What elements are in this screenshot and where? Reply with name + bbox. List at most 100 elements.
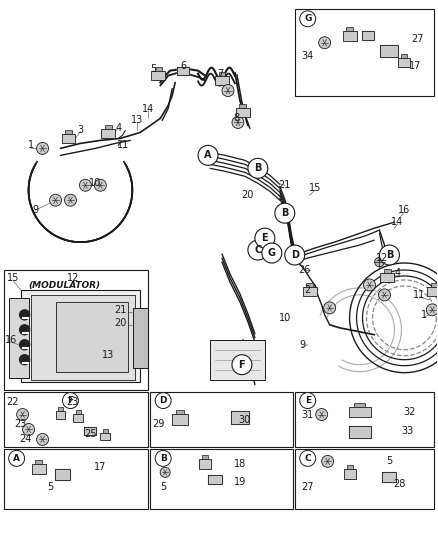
Text: 19: 19: [234, 478, 246, 487]
Text: 4: 4: [115, 124, 121, 133]
Text: 21: 21: [279, 180, 291, 190]
Text: 10: 10: [279, 313, 291, 323]
Bar: [343, 31, 357, 41]
Bar: [384, 270, 391, 273]
Text: 4: 4: [394, 268, 400, 278]
Text: 9: 9: [32, 205, 39, 215]
Bar: [295, 9, 434, 95]
Text: 22: 22: [7, 397, 19, 407]
Circle shape: [222, 85, 234, 96]
Polygon shape: [361, 31, 374, 40]
Circle shape: [9, 450, 25, 466]
Bar: [215, 76, 229, 85]
Bar: [381, 273, 395, 282]
Circle shape: [316, 409, 328, 421]
Circle shape: [79, 179, 92, 191]
Text: 14: 14: [142, 103, 154, 114]
Text: 17: 17: [94, 462, 106, 472]
Text: 17: 17: [409, 61, 421, 71]
Text: D: D: [291, 250, 299, 260]
Circle shape: [95, 179, 106, 191]
Bar: [354, 402, 365, 407]
Circle shape: [285, 245, 305, 265]
Circle shape: [23, 424, 35, 435]
Bar: [103, 429, 108, 433]
Text: 24: 24: [19, 434, 32, 445]
Circle shape: [248, 158, 268, 178]
Circle shape: [300, 393, 316, 409]
Polygon shape: [85, 427, 96, 435]
Circle shape: [426, 304, 438, 316]
Text: 16: 16: [4, 335, 17, 345]
Circle shape: [300, 450, 316, 466]
Polygon shape: [208, 475, 222, 484]
Text: 10: 10: [89, 178, 102, 188]
Text: 23: 23: [66, 397, 79, 407]
Text: 31: 31: [302, 409, 314, 419]
Circle shape: [379, 245, 399, 265]
Text: 29: 29: [152, 419, 164, 430]
Text: 1: 1: [421, 310, 427, 320]
Text: 12: 12: [376, 253, 389, 263]
Bar: [105, 125, 112, 129]
Text: G: G: [304, 14, 311, 23]
Circle shape: [262, 243, 282, 263]
Text: 25: 25: [84, 430, 97, 440]
Bar: [4, 270, 148, 390]
Bar: [399, 58, 410, 67]
Bar: [172, 414, 188, 425]
Text: 3: 3: [78, 125, 84, 135]
Bar: [21, 290, 140, 382]
Bar: [199, 459, 211, 470]
Bar: [4, 449, 148, 509]
Bar: [401, 54, 407, 58]
Bar: [306, 284, 313, 287]
Text: 12: 12: [67, 273, 80, 283]
Polygon shape: [382, 472, 396, 482]
Bar: [343, 470, 356, 479]
Polygon shape: [177, 67, 189, 75]
Bar: [65, 130, 72, 134]
Circle shape: [37, 433, 49, 446]
Bar: [101, 129, 115, 138]
Text: G: G: [268, 248, 276, 258]
Text: 26: 26: [299, 265, 311, 275]
Bar: [100, 433, 110, 440]
Bar: [155, 67, 162, 71]
Circle shape: [300, 11, 316, 27]
Bar: [210, 340, 265, 379]
Text: 13: 13: [131, 116, 143, 125]
Bar: [202, 455, 208, 459]
Text: 18: 18: [234, 459, 246, 470]
Text: 20: 20: [242, 190, 254, 200]
Bar: [9, 298, 28, 378]
Bar: [150, 449, 293, 509]
Text: B: B: [281, 208, 289, 218]
Bar: [35, 461, 42, 464]
Polygon shape: [349, 426, 371, 439]
Circle shape: [232, 355, 252, 375]
Bar: [303, 287, 317, 296]
Text: 11: 11: [413, 290, 425, 300]
Bar: [427, 287, 438, 296]
Text: 5: 5: [160, 482, 166, 492]
Circle shape: [49, 194, 61, 206]
Bar: [56, 302, 128, 372]
Text: 15: 15: [308, 183, 321, 193]
Text: E: E: [305, 396, 311, 405]
Text: B: B: [160, 454, 166, 463]
Bar: [240, 104, 247, 108]
Text: A: A: [13, 454, 20, 463]
Circle shape: [378, 289, 390, 301]
Circle shape: [20, 310, 30, 320]
Circle shape: [374, 257, 384, 267]
Polygon shape: [54, 469, 71, 480]
Circle shape: [37, 142, 49, 155]
Bar: [236, 108, 250, 117]
Text: 5: 5: [150, 63, 156, 74]
Text: C: C: [254, 245, 261, 255]
Circle shape: [155, 450, 171, 466]
Polygon shape: [231, 410, 249, 424]
Circle shape: [160, 467, 170, 478]
Bar: [295, 449, 434, 509]
